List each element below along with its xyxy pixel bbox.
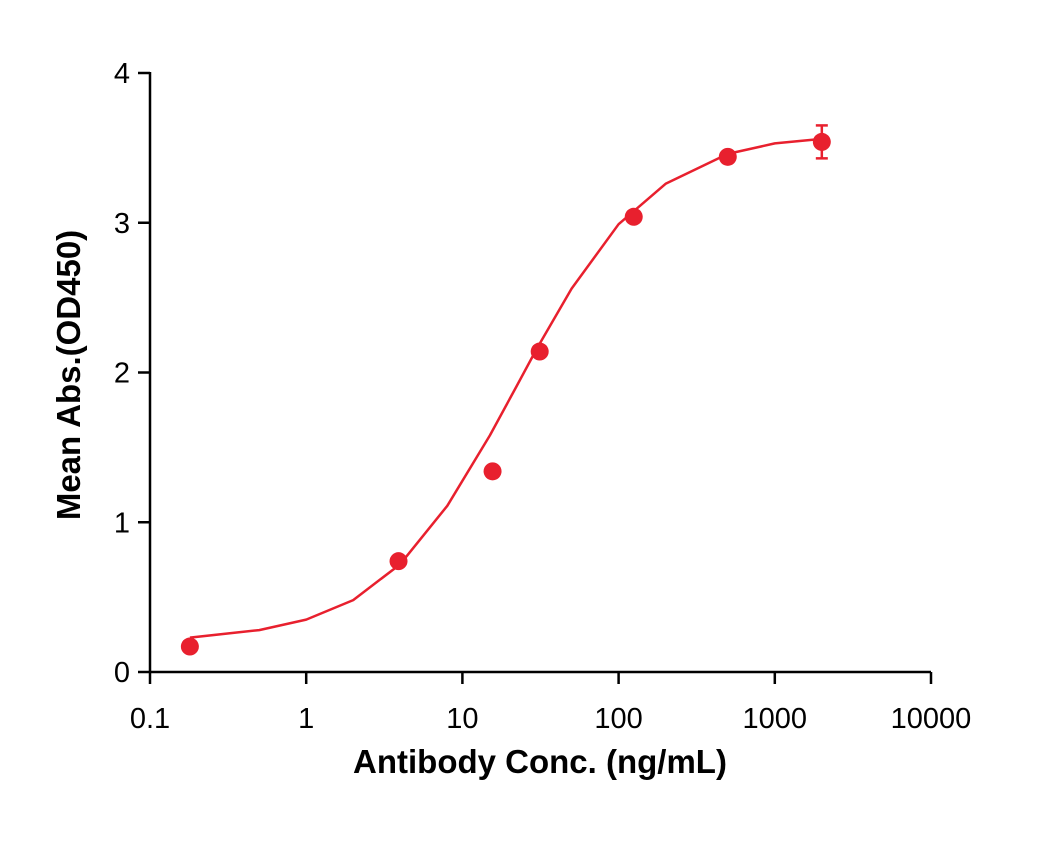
fit-curve <box>189 137 822 639</box>
y-tick-label: 2 <box>114 358 130 390</box>
data-point <box>180 637 199 656</box>
x-axis-title: Antibody Conc. (ng/mL) <box>353 743 727 780</box>
y-tick-label: 0 <box>114 657 130 689</box>
data-point <box>718 147 737 166</box>
x-tick-label: 10000 <box>891 703 972 735</box>
x-tick-label: 0.1 <box>130 703 170 735</box>
data-point <box>389 552 408 571</box>
data-point <box>812 132 831 151</box>
y-axis-title: Mean Abs.(OD450) <box>50 230 87 520</box>
x-tick-label: 10 <box>446 703 478 735</box>
x-tick-label: 100 <box>594 703 642 735</box>
y-tick-label: 3 <box>114 208 130 240</box>
x-tick-label: 1 <box>298 703 314 735</box>
y-tick-label: 4 <box>114 58 130 90</box>
data-point <box>624 207 643 226</box>
x-tick-label: 1000 <box>743 703 808 735</box>
data-point <box>483 462 502 481</box>
data-point <box>530 342 549 361</box>
y-tick-label: 1 <box>114 507 130 539</box>
